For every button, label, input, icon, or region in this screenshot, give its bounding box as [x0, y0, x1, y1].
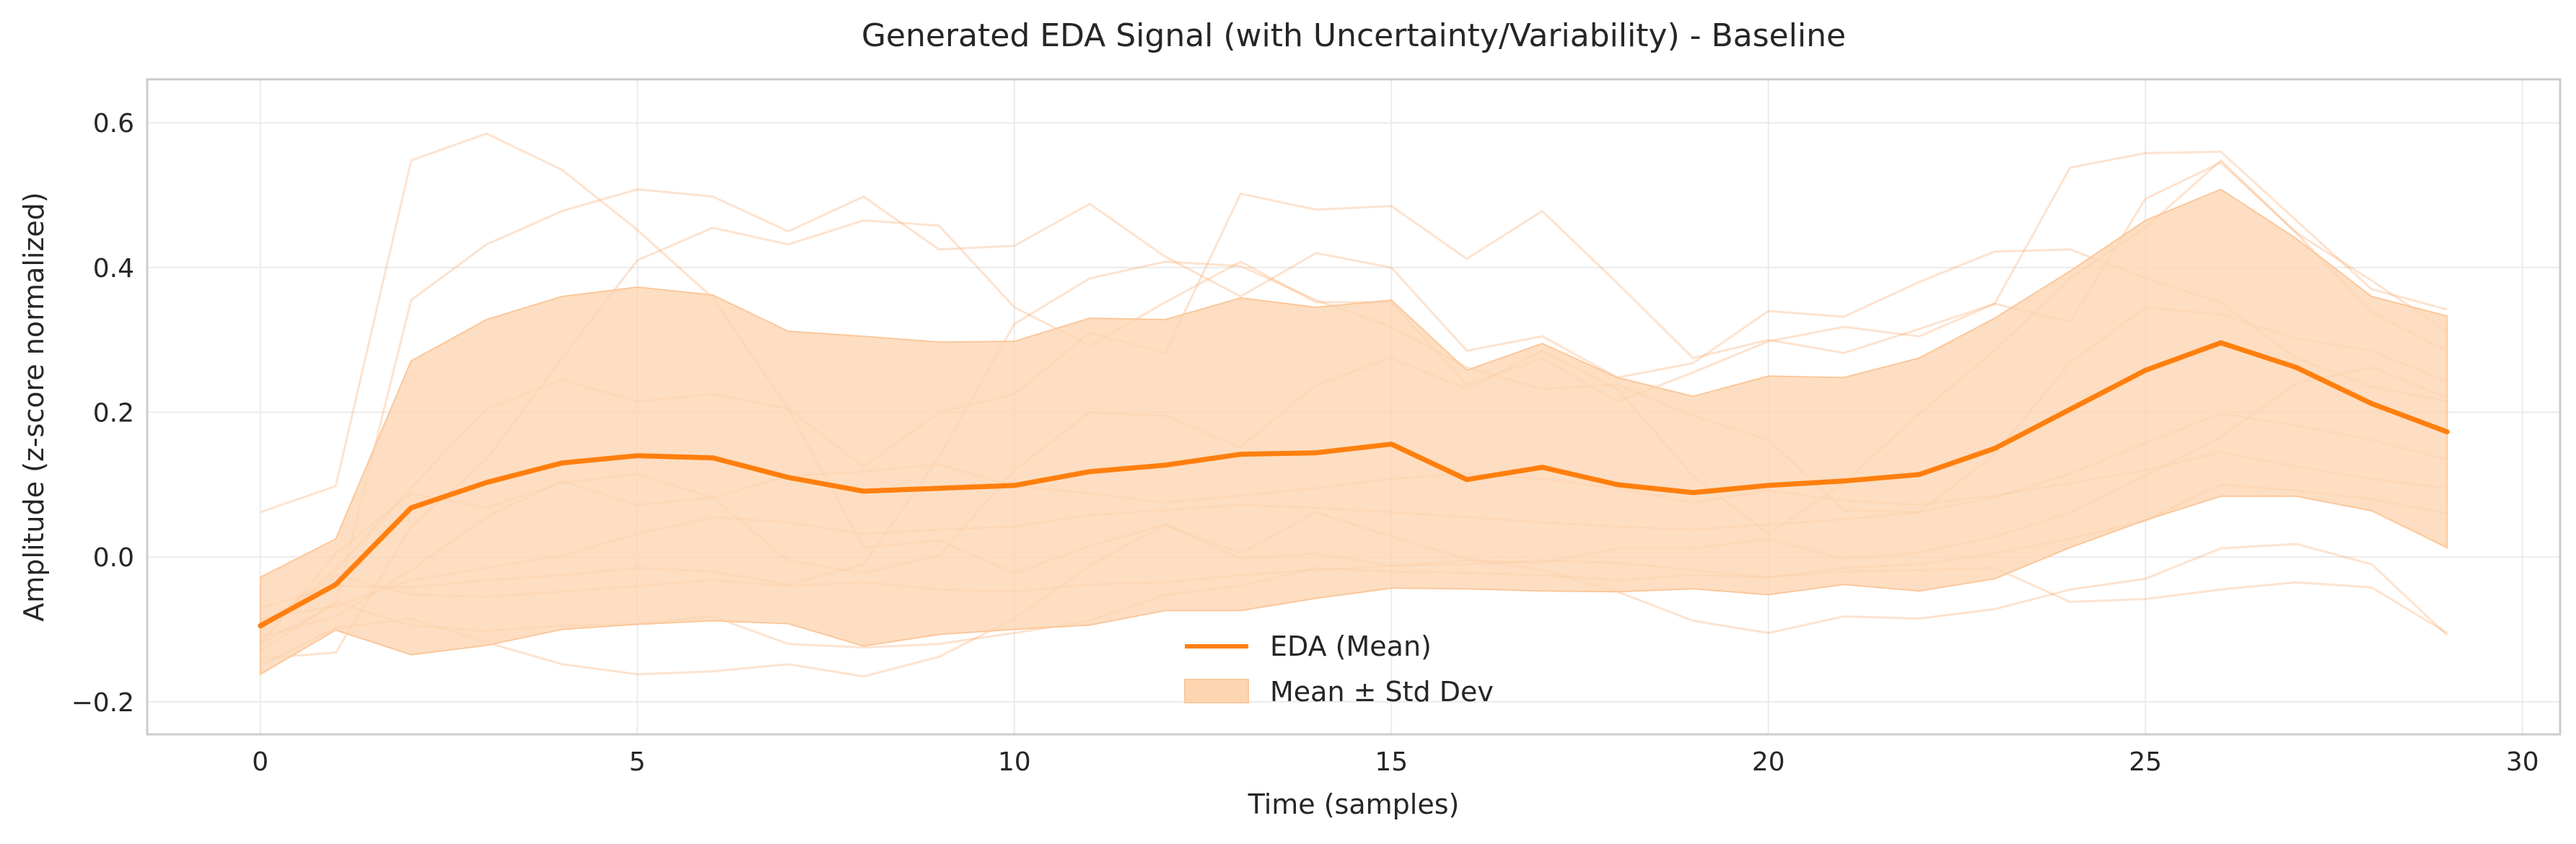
mean-line-layer — [258, 340, 2450, 628]
y-tick-label: −0.2 — [71, 688, 134, 718]
y-tick-labels: −0.2 0.0 0.2 0.4 0.6 — [71, 109, 134, 718]
x-tick-label: 15 — [1375, 747, 1408, 777]
y-axis-label: Amplitude (z-score normalized) — [18, 192, 50, 621]
std-band-layer — [259, 188, 2448, 676]
x-tick-labels: 0 5 10 15 20 25 30 — [252, 747, 2538, 777]
x-tick-label: 20 — [1752, 747, 1785, 777]
x-tick-label: 10 — [998, 747, 1031, 777]
y-tick-label: 0.0 — [93, 543, 134, 573]
y-tick-label: 0.4 — [93, 254, 134, 283]
plot-frame — [146, 78, 2562, 736]
x-tick-label: 25 — [2129, 747, 2162, 777]
x-tick-label: 0 — [252, 747, 268, 777]
chart-title: Generated EDA Signal (with Uncertainty/V… — [862, 17, 1846, 54]
x-axis-label: Time (samples) — [1248, 788, 1460, 820]
x-tick-label: 5 — [629, 747, 646, 777]
legend-mean-label: EDA (Mean) — [1270, 630, 1432, 662]
y-tick-label: 0.2 — [93, 399, 134, 428]
std-dev-band — [259, 188, 2448, 676]
x-tick-label: 30 — [2506, 747, 2539, 777]
legend-band-swatch — [1184, 679, 1249, 703]
mean-line — [258, 340, 2450, 628]
legend: EDA (Mean) Mean ± Std Dev — [1184, 630, 1494, 708]
y-tick-label: 0.6 — [93, 109, 134, 139]
sample-trace-line — [260, 188, 2448, 645]
legend-band-label: Mean ± Std Dev — [1270, 676, 1494, 708]
